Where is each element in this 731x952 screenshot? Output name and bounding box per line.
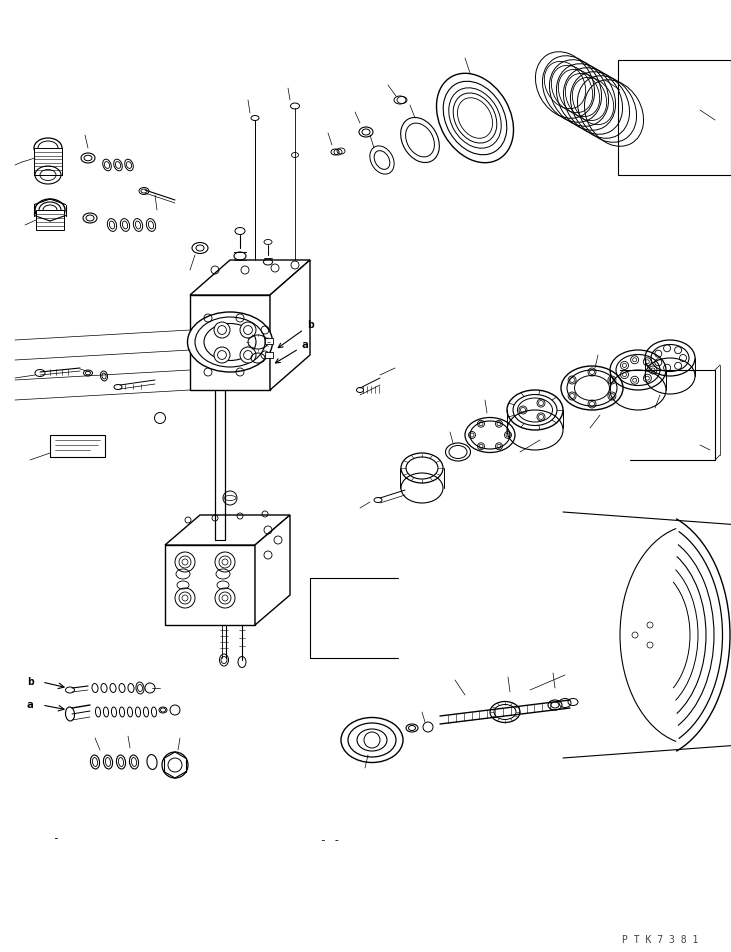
Bar bbox=[265, 352, 273, 358]
Circle shape bbox=[240, 347, 256, 363]
Circle shape bbox=[175, 588, 195, 608]
Polygon shape bbox=[36, 210, 64, 230]
Circle shape bbox=[215, 552, 235, 572]
Polygon shape bbox=[165, 515, 290, 545]
Text: a: a bbox=[26, 700, 34, 710]
Polygon shape bbox=[270, 260, 310, 390]
Ellipse shape bbox=[187, 312, 273, 372]
Text: b: b bbox=[26, 677, 34, 687]
Circle shape bbox=[214, 347, 230, 363]
Circle shape bbox=[175, 552, 195, 572]
Polygon shape bbox=[190, 295, 270, 390]
Polygon shape bbox=[255, 515, 290, 625]
Circle shape bbox=[214, 322, 230, 338]
Polygon shape bbox=[190, 260, 310, 295]
Circle shape bbox=[215, 588, 235, 608]
Circle shape bbox=[223, 491, 237, 505]
Text: -: - bbox=[52, 833, 58, 843]
Circle shape bbox=[240, 322, 256, 338]
Ellipse shape bbox=[341, 718, 403, 763]
Polygon shape bbox=[34, 148, 62, 175]
Bar bbox=[618, 60, 731, 175]
Text: P T K 7 3 8 1: P T K 7 3 8 1 bbox=[622, 935, 698, 945]
Bar bbox=[50, 435, 105, 457]
Text: - -: - - bbox=[320, 835, 340, 845]
Text: b: b bbox=[279, 320, 314, 347]
Bar bbox=[265, 338, 273, 344]
Polygon shape bbox=[165, 545, 255, 625]
Text: a: a bbox=[276, 340, 308, 363]
